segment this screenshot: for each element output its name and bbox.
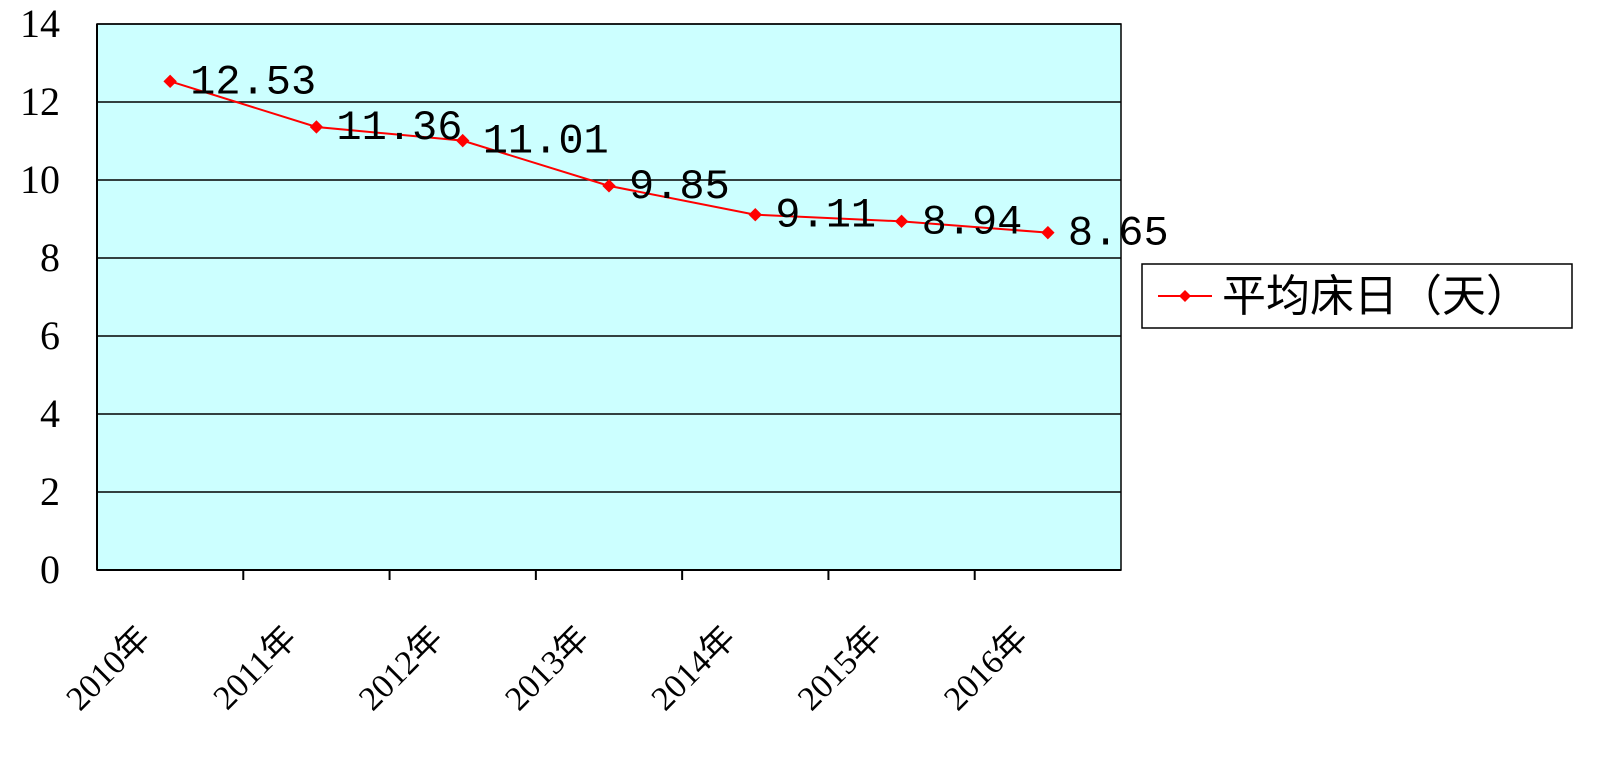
x-tick-label: 2010年 (59, 619, 158, 718)
data-label: 9.85 (629, 163, 730, 211)
data-label: 11.36 (336, 104, 462, 152)
x-tick-label: 2013年 (498, 619, 597, 718)
data-labels: 12.53 11.36 11.01 9.85 9.11 8.94 8.65 (190, 58, 1169, 257)
data-point-marker (602, 179, 616, 193)
data-label: 12.53 (190, 58, 316, 106)
y-tick-label: 2 (40, 469, 60, 514)
x-tick-label: 2014年 (644, 619, 743, 718)
y-tick-label: 6 (40, 313, 60, 358)
legend-box (1141, 263, 1573, 329)
x-tick-label: 2012年 (351, 619, 450, 718)
y-tick-label: 14 (20, 1, 60, 46)
y-tick-label: 8 (40, 235, 60, 280)
x-tick-label: 2011年 (206, 619, 304, 717)
y-tick-labels: 0 2 4 6 8 10 12 14 (20, 1, 60, 592)
legend-marker (1179, 290, 1191, 302)
data-label: 8.65 (1068, 210, 1169, 258)
legend: 平均床日（天） (1141, 263, 1573, 329)
y-tick-label: 4 (40, 391, 60, 436)
axes (96, 24, 1121, 580)
data-point-marker (163, 74, 177, 89)
y-tick-label: 12 (20, 79, 60, 124)
data-point-marker (748, 208, 762, 222)
plot-area (96, 23, 1122, 571)
y-tick-label: 0 (40, 547, 60, 592)
y-tick-label: 10 (20, 157, 60, 202)
data-label: 11.01 (483, 118, 609, 166)
legend-label: 平均床日（天） (1222, 272, 1530, 321)
x-tick-labels: 2010年 2011年 2012年 2013年 2014年 2015年 2016年 (59, 619, 1036, 718)
data-point-marker (309, 120, 324, 134)
data-point-marker (456, 133, 470, 148)
x-tick-label: 2015年 (790, 619, 889, 718)
data-label: 8.94 (922, 198, 1023, 246)
data-point-marker (1041, 225, 1055, 240)
data-point-marker (894, 214, 909, 229)
series-layer (163, 74, 1055, 240)
data-label: 9.11 (775, 192, 876, 240)
x-tick-label: 2016年 (937, 619, 1036, 718)
